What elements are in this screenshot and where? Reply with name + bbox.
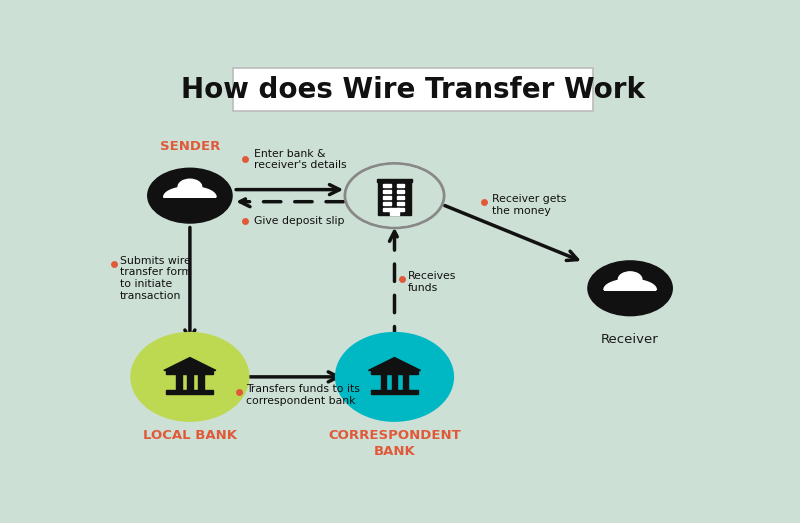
Polygon shape	[164, 187, 216, 197]
Ellipse shape	[336, 333, 454, 421]
Bar	[383, 202, 390, 206]
Circle shape	[348, 165, 441, 226]
Text: How does Wire Transfer Work: How does Wire Transfer Work	[181, 76, 645, 104]
Text: Receiver gets
the money: Receiver gets the money	[493, 194, 567, 215]
Circle shape	[618, 272, 642, 287]
Bar	[383, 196, 390, 199]
Text: LOCAL BANK: LOCAL BANK	[143, 429, 237, 442]
Bar	[187, 374, 193, 390]
Bar	[397, 190, 405, 193]
Circle shape	[148, 168, 232, 223]
Text: CORRESPONDENT
BANK: CORRESPONDENT BANK	[328, 429, 461, 458]
FancyBboxPatch shape	[234, 67, 593, 111]
Polygon shape	[164, 358, 216, 370]
Bar	[166, 390, 214, 394]
Text: Transfers funds to its
correspondent bank: Transfers funds to its correspondent ban…	[246, 384, 360, 406]
Bar	[397, 208, 405, 211]
Text: SENDER: SENDER	[160, 140, 220, 153]
Bar	[377, 179, 413, 182]
Text: Give deposit slip: Give deposit slip	[254, 217, 344, 226]
Bar	[378, 180, 410, 215]
Bar	[176, 374, 182, 390]
Text: Enter bank &
receiver's details: Enter bank & receiver's details	[254, 149, 346, 170]
Text: Receives
funds: Receives funds	[408, 271, 457, 293]
Polygon shape	[604, 279, 656, 290]
Text: Submits wire
transfer form
to initiate
transaction: Submits wire transfer form to initiate t…	[120, 256, 192, 301]
Bar	[166, 370, 214, 374]
Polygon shape	[369, 358, 421, 370]
Bar	[381, 374, 386, 390]
Circle shape	[178, 179, 202, 195]
Bar	[371, 370, 418, 374]
Ellipse shape	[131, 333, 249, 421]
Bar	[198, 374, 204, 390]
Circle shape	[588, 261, 672, 316]
Bar	[397, 196, 405, 199]
Bar	[397, 184, 405, 187]
Bar	[383, 208, 390, 211]
Bar	[390, 208, 399, 215]
Bar	[371, 390, 418, 394]
Bar	[397, 202, 405, 206]
Bar	[403, 374, 409, 390]
Bar	[383, 184, 390, 187]
Bar	[392, 374, 398, 390]
Text: Receiver: Receiver	[602, 333, 659, 346]
Bar	[383, 190, 390, 193]
